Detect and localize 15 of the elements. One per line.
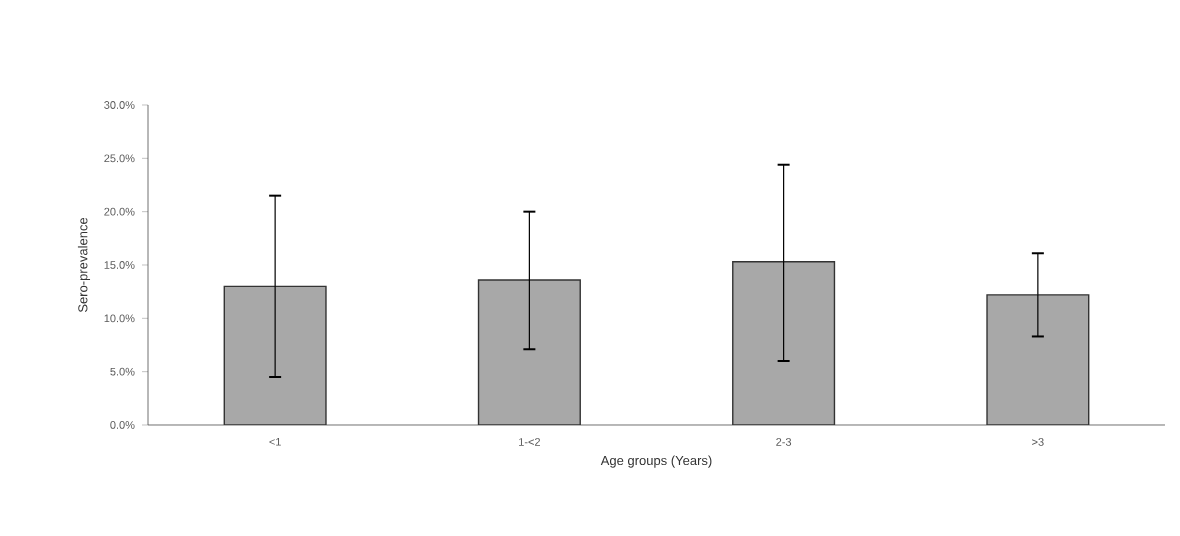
x-tick-label: >3 [1032, 438, 1044, 446]
bar [477, 279, 581, 425]
y-tick-label: 10.0% [104, 314, 135, 323]
x-tick-label: <1 [269, 438, 281, 446]
x-tick-label: 1-<2 [519, 438, 540, 446]
y-tick-label: 30.0% [104, 101, 135, 109]
x-axis-title: Age groups (Years) [600, 455, 712, 468]
y-tick-label: 0.0% [110, 421, 135, 429]
bar [986, 294, 1090, 425]
y-axis-title: Sero-prevalence [77, 217, 91, 313]
y-tick-label: 20.0% [104, 207, 135, 216]
y-tick-label: 15.0% [104, 261, 135, 269]
y-tick-label: 5.0% [110, 367, 135, 376]
y-tick-label: 25.0% [104, 154, 135, 163]
x-tick-label: 2-3 [776, 438, 792, 446]
